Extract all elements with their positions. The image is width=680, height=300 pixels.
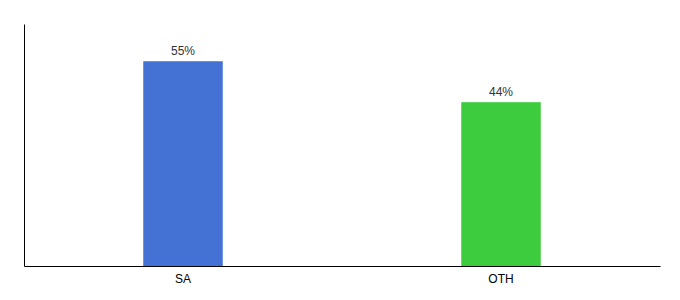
bar xyxy=(461,102,541,266)
data-labels: 55% 44% xyxy=(171,44,513,99)
bars xyxy=(143,61,541,266)
x-axis-line xyxy=(25,266,661,267)
x-axis: SA OTH xyxy=(25,266,661,286)
y-axis-line xyxy=(24,25,25,267)
x-tick-label: SA xyxy=(175,272,191,286)
x-tick: OTH xyxy=(488,266,513,286)
x-tick-label: OTH xyxy=(488,272,513,286)
chart: SA OTH 55% 44% xyxy=(0,0,680,300)
x-tick: SA xyxy=(175,266,191,286)
y-axis xyxy=(24,25,25,267)
data-label: 44% xyxy=(489,85,513,99)
bar xyxy=(143,61,223,266)
data-label: 55% xyxy=(171,44,195,58)
plot: SA OTH 55% 44% xyxy=(25,25,661,286)
